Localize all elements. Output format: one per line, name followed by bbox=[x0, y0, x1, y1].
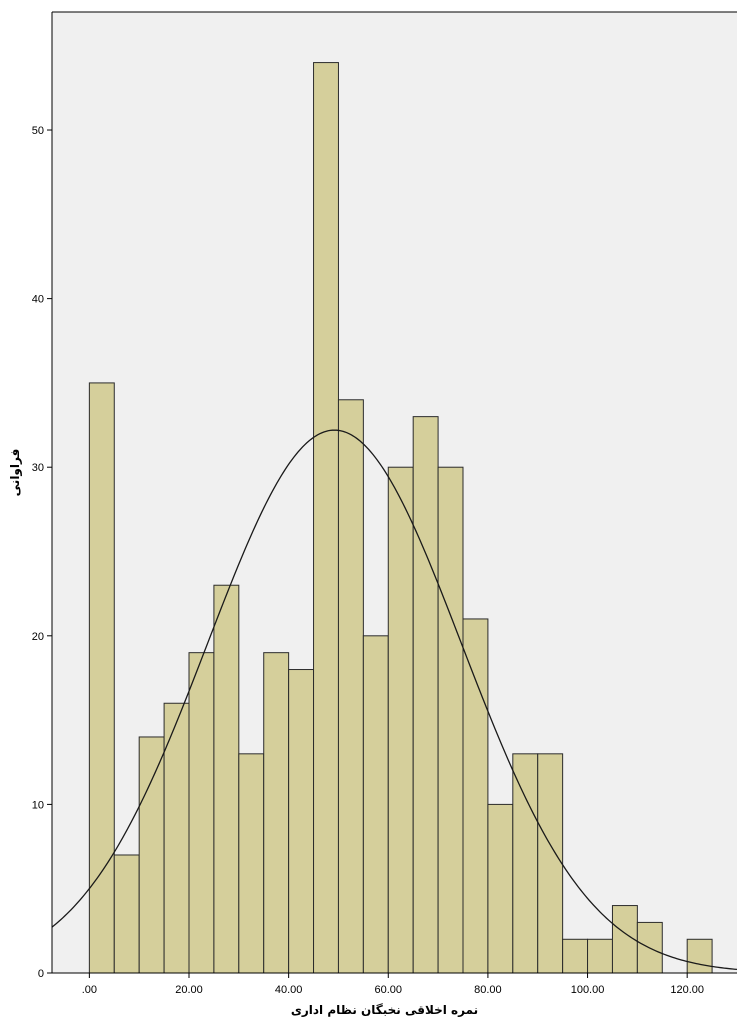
histogram-bar bbox=[213, 584, 240, 974]
histogram-bar bbox=[362, 635, 389, 974]
x-tick-label: 20.00 bbox=[175, 984, 203, 996]
histogram-bar bbox=[288, 669, 315, 974]
x-tick-label: 40.00 bbox=[275, 984, 303, 996]
histogram-bar bbox=[113, 854, 140, 974]
histogram-bar bbox=[512, 753, 539, 974]
histogram-bar bbox=[138, 736, 165, 974]
histogram-bar bbox=[412, 416, 439, 974]
histogram-bar bbox=[88, 382, 115, 974]
histogram-bar bbox=[313, 62, 339, 974]
histogram-bar bbox=[263, 652, 290, 974]
histogram-bar bbox=[537, 753, 564, 974]
histogram-bar bbox=[238, 753, 265, 974]
y-tick-label: 20 bbox=[32, 631, 44, 643]
x-tick-label: 80.00 bbox=[474, 984, 502, 996]
histogram-bar bbox=[337, 399, 364, 974]
y-axis-title: فراوانی bbox=[8, 449, 23, 497]
normal-curve bbox=[51, 429, 737, 971]
histogram-bar bbox=[686, 938, 713, 974]
y-tick-label: 50 bbox=[32, 125, 44, 137]
x-tick-label: .00 bbox=[82, 984, 97, 996]
x-tick-labels: .00 20.00 40.00 60.00 80.00 100.00 120.00 bbox=[82, 984, 704, 996]
histogram-bar bbox=[188, 652, 215, 974]
x-tick-label: 60.00 bbox=[375, 984, 403, 996]
bars-group bbox=[88, 62, 713, 974]
histogram-bar bbox=[437, 466, 464, 974]
x-tick-label: 100.00 bbox=[571, 984, 605, 996]
axes-group bbox=[47, 11, 737, 978]
histogram-bar bbox=[462, 618, 489, 974]
histogram-bar bbox=[636, 921, 663, 974]
histogram-bar bbox=[562, 938, 589, 974]
y-tick-label: 0 bbox=[38, 968, 44, 980]
x-axis-title: نمره اخلاقی نخبگان نظام اداری bbox=[291, 1003, 478, 1018]
histogram-bar bbox=[587, 938, 613, 974]
y-tick-label: 30 bbox=[32, 462, 44, 474]
histogram-bar bbox=[387, 466, 414, 974]
x-tick-label: 120.00 bbox=[670, 984, 704, 996]
histogram-bar bbox=[487, 803, 514, 974]
y-tick-labels: 0 10 20 30 40 50 bbox=[32, 125, 44, 980]
y-tick-label: 40 bbox=[32, 294, 44, 306]
y-tick-label: 10 bbox=[32, 799, 44, 811]
